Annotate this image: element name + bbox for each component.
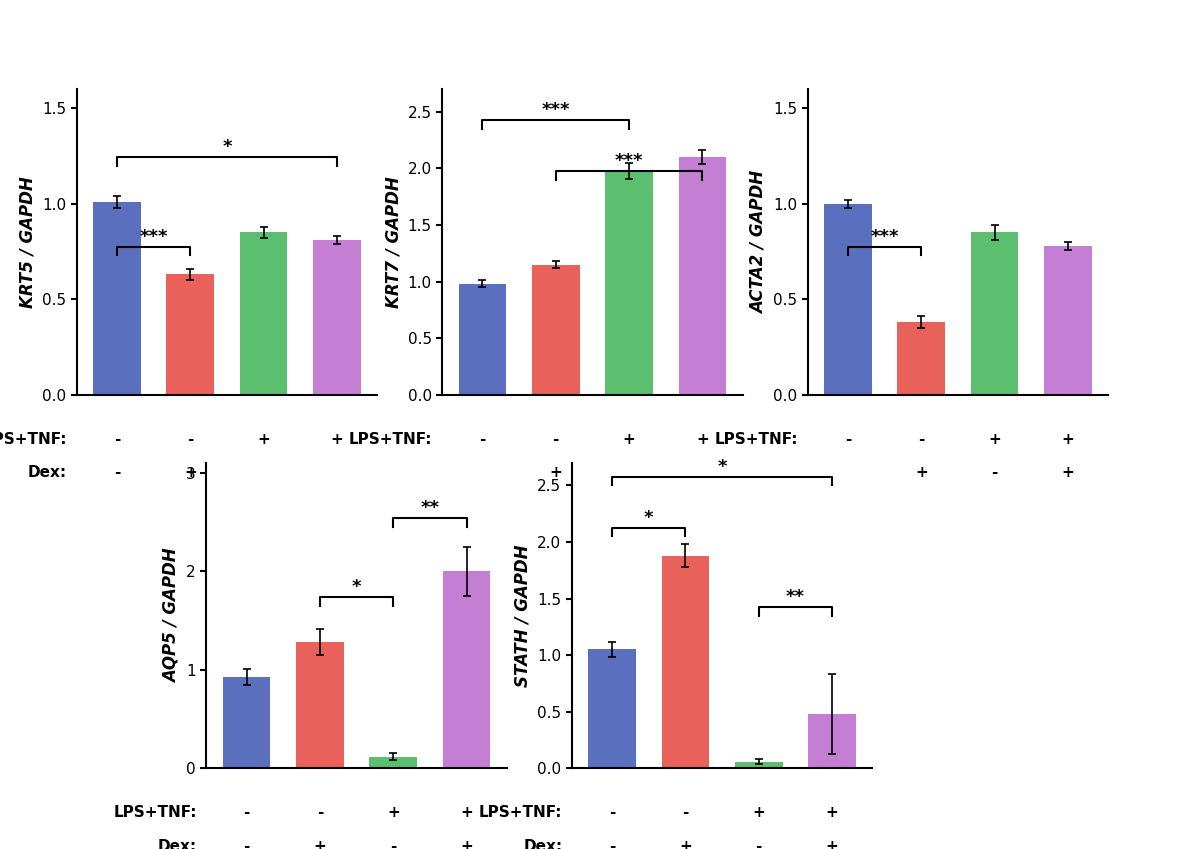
Text: -: -: [244, 805, 250, 820]
Bar: [735, 762, 783, 768]
Text: Dex:: Dex:: [394, 465, 433, 481]
Text: +: +: [1061, 431, 1074, 447]
Text: -: -: [244, 839, 250, 849]
Text: Dex:: Dex:: [759, 465, 798, 481]
Text: -: -: [992, 465, 997, 481]
Text: ***: ***: [615, 152, 644, 171]
Text: +: +: [387, 805, 400, 820]
Text: -: -: [626, 465, 632, 481]
Bar: [166, 274, 215, 395]
Text: **: **: [421, 499, 440, 517]
Text: +: +: [460, 805, 473, 820]
Y-axis label: AQP5 / GAPDH: AQP5 / GAPDH: [163, 548, 180, 683]
Y-axis label: ACTA2 / GAPDH: ACTA2 / GAPDH: [750, 171, 768, 313]
Bar: [239, 233, 288, 395]
Text: -: -: [390, 839, 396, 849]
Bar: [897, 323, 946, 395]
Text: +: +: [460, 839, 473, 849]
Text: LPS+TNF:: LPS+TNF:: [479, 805, 562, 820]
Text: -: -: [683, 805, 689, 820]
Text: -: -: [610, 839, 615, 849]
Bar: [532, 265, 580, 395]
Text: -: -: [845, 465, 851, 481]
Text: +: +: [988, 431, 1001, 447]
Text: +: +: [825, 839, 838, 849]
Text: +: +: [330, 465, 343, 481]
Text: -: -: [553, 431, 559, 447]
Text: -: -: [610, 805, 615, 820]
Text: -: -: [756, 839, 762, 849]
Bar: [459, 284, 506, 395]
Bar: [809, 714, 856, 768]
Text: Dex:: Dex:: [158, 839, 197, 849]
Text: +: +: [330, 431, 343, 447]
Text: +: +: [696, 465, 709, 481]
Text: +: +: [679, 839, 692, 849]
Y-axis label: STATH / GAPDH: STATH / GAPDH: [514, 544, 532, 687]
Text: -: -: [187, 431, 193, 447]
Text: +: +: [623, 431, 635, 447]
Y-axis label: KRT5 / GAPDH: KRT5 / GAPDH: [19, 176, 37, 308]
Text: ***: ***: [139, 228, 167, 246]
Text: *: *: [222, 138, 232, 156]
Bar: [605, 171, 653, 395]
Text: +: +: [549, 465, 562, 481]
Text: ***: ***: [870, 228, 898, 246]
Text: +: +: [696, 431, 709, 447]
Text: LPS+TNF:: LPS+TNF:: [349, 431, 433, 447]
Text: -: -: [480, 465, 486, 481]
Bar: [661, 555, 710, 768]
Bar: [369, 756, 417, 768]
Text: -: -: [114, 465, 120, 481]
Text: -: -: [918, 431, 924, 447]
Text: LPS+TNF:: LPS+TNF:: [714, 431, 798, 447]
Text: Dex:: Dex:: [523, 839, 562, 849]
Text: +: +: [752, 805, 765, 820]
Y-axis label: KRT7 / GAPDH: KRT7 / GAPDH: [384, 176, 402, 308]
Text: Dex:: Dex:: [28, 465, 67, 481]
Text: +: +: [184, 465, 197, 481]
Bar: [223, 677, 270, 768]
Text: ***: ***: [541, 101, 569, 120]
Bar: [970, 233, 1019, 395]
Text: +: +: [825, 805, 838, 820]
Text: *: *: [717, 458, 727, 476]
Bar: [679, 157, 726, 395]
Text: +: +: [1061, 465, 1074, 481]
Text: -: -: [317, 805, 323, 820]
Text: -: -: [480, 431, 486, 447]
Text: +: +: [314, 839, 327, 849]
Bar: [443, 571, 490, 768]
Bar: [314, 240, 361, 395]
Bar: [93, 202, 140, 395]
Text: +: +: [915, 465, 928, 481]
Bar: [1045, 246, 1092, 395]
Text: -: -: [845, 431, 851, 447]
Bar: [296, 642, 344, 768]
Text: LPS+TNF:: LPS+TNF:: [0, 431, 67, 447]
Text: *: *: [644, 509, 653, 527]
Bar: [588, 649, 635, 768]
Text: LPS+TNF:: LPS+TNF:: [113, 805, 197, 820]
Text: -: -: [114, 431, 120, 447]
Text: **: **: [786, 588, 805, 606]
Text: *: *: [351, 578, 362, 596]
Bar: [824, 204, 871, 395]
Text: -: -: [261, 465, 266, 481]
Text: +: +: [257, 431, 270, 447]
